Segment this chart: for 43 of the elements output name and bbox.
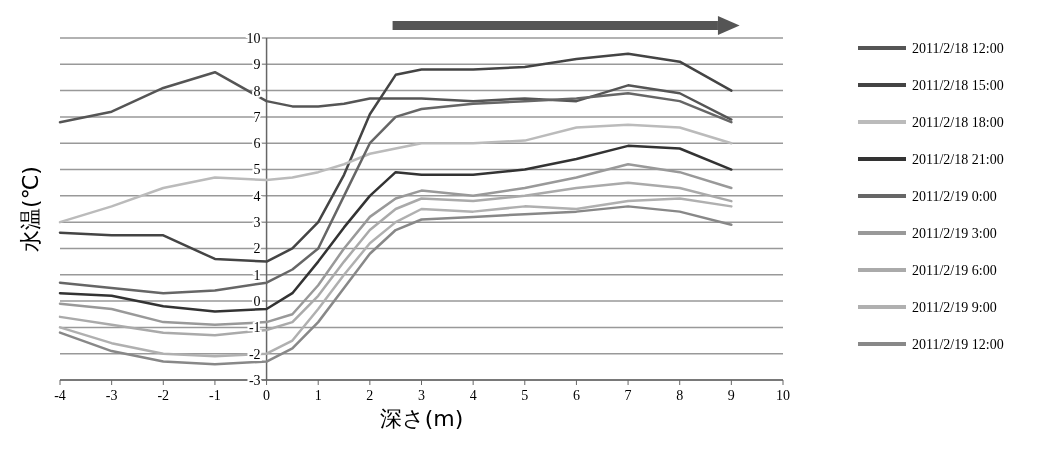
legend-label: 2011/2/18 15:00 <box>912 77 1004 93</box>
legend-label: 2011/2/18 18:00 <box>912 114 1004 130</box>
legend-label: 2011/2/19 0:00 <box>912 188 997 204</box>
y-tick-label: 10 <box>246 30 261 46</box>
x-tick-label: 2 <box>366 388 374 403</box>
x-tick-label: 9 <box>727 388 735 403</box>
x-tick-label: -3 <box>105 388 118 403</box>
x-tick-label: 10 <box>776 388 790 403</box>
line-series <box>58 181 733 337</box>
legend-label: 2011/2/19 12:00 <box>912 336 1004 352</box>
x-tick-label: 1 <box>314 388 322 403</box>
y-tick-label: 7 <box>253 109 261 125</box>
y-tick-label: 8 <box>253 83 261 99</box>
y-tick-label: -1 <box>248 320 261 336</box>
x-tick-label: 6 <box>572 388 580 403</box>
legend-label: 2011/2/19 9:00 <box>912 299 997 315</box>
x-tick-label: 7 <box>624 388 632 403</box>
y-tick-label: 0 <box>253 293 261 309</box>
x-tick-label: -2 <box>157 388 170 403</box>
y-tick-label: 9 <box>253 57 261 73</box>
x-tick-label: -4 <box>54 388 66 403</box>
x-tick-label: 3 <box>418 388 425 403</box>
legend-label: 2011/2/18 12:00 <box>912 40 1004 56</box>
y-tick-label: 5 <box>253 162 261 178</box>
y-tick-label: 2 <box>253 241 261 257</box>
y-tick-label: 1 <box>253 267 261 283</box>
y-tick-label: 6 <box>253 136 261 152</box>
x-tick-label: 0 <box>263 388 271 403</box>
y-tick-label: 4 <box>253 188 261 204</box>
x-tick-label: 4 <box>469 388 477 403</box>
y-tick-label: 3 <box>253 215 261 231</box>
x-tick-label: -1 <box>209 388 221 403</box>
y-tick-label: -3 <box>248 372 261 388</box>
y-axis-title: 水温(℃) <box>17 166 43 252</box>
legend-label: 2011/2/19 6:00 <box>912 262 997 278</box>
y-tick-label: -2 <box>248 346 261 362</box>
line-series <box>58 52 733 263</box>
line-series <box>58 70 733 124</box>
x-axis-title: 深さ(m) <box>379 405 464 431</box>
x-tick-label: 8 <box>676 388 684 403</box>
legend-label: 2011/2/19 3:00 <box>912 225 997 241</box>
legend-label: 2011/2/18 21:00 <box>912 151 1004 167</box>
x-tick-label: 5 <box>521 388 529 403</box>
